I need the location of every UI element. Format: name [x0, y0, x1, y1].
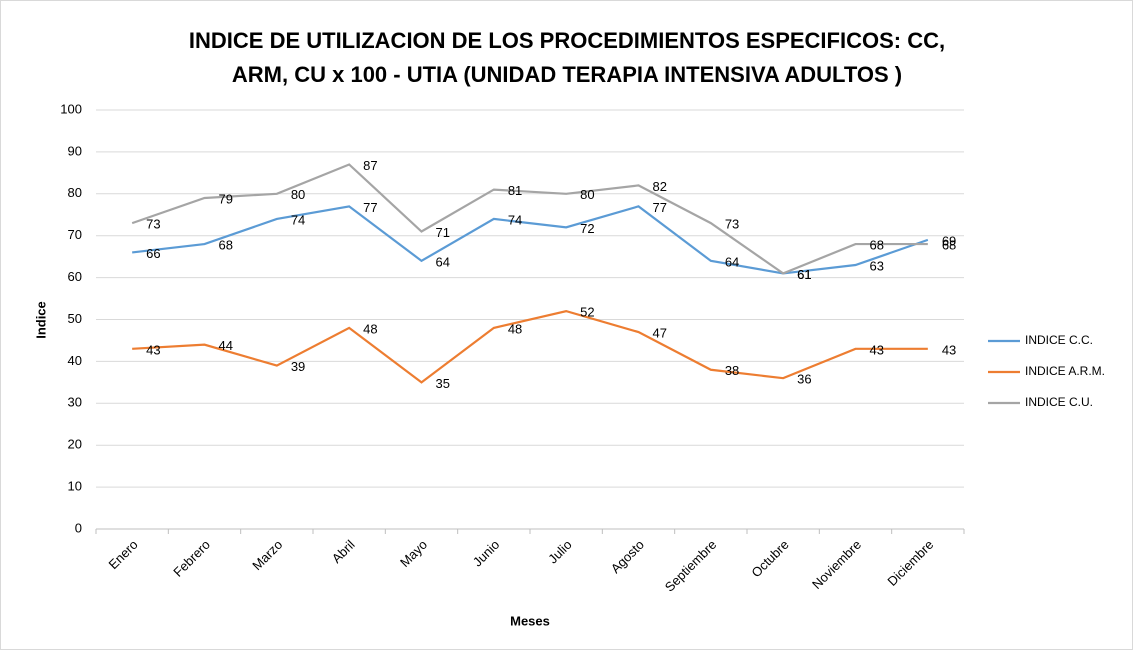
y-tick-label: 40: [68, 353, 82, 368]
data-label: 74: [291, 212, 305, 227]
y-tick-label: 0: [75, 520, 82, 535]
data-label: 48: [508, 321, 522, 336]
chart-title-line: ARM, CU x 100 - UTIA (UNIDAD TERAPIA INT…: [232, 62, 902, 87]
y-tick-label: 80: [68, 185, 82, 200]
y-tick-label: 20: [68, 437, 82, 452]
data-label: 35: [436, 376, 450, 391]
data-label: 61: [797, 267, 811, 282]
data-label: 81: [508, 183, 522, 198]
data-label: 82: [653, 179, 667, 194]
data-label: 77: [363, 200, 377, 215]
y-tick-label: 70: [68, 227, 82, 242]
data-label: 52: [580, 305, 594, 320]
y-tick-label: 50: [68, 311, 82, 326]
data-label: 39: [291, 359, 305, 374]
data-label: 68: [219, 238, 233, 253]
series-line: [132, 205, 929, 275]
data-label: 68: [870, 238, 884, 253]
chart-title-line: INDICE DE UTILIZACION DE LOS PROCEDIMIEN…: [189, 28, 945, 53]
data-label: 44: [219, 338, 233, 353]
y-tick-label: 60: [68, 269, 82, 284]
data-label: 79: [219, 191, 233, 206]
legend-label: INDICE C.C.: [1025, 333, 1093, 347]
data-label: 69: [942, 233, 956, 248]
x-axis-title: Meses: [510, 613, 550, 628]
y-tick-label: 10: [68, 479, 82, 494]
data-label: 61: [797, 267, 811, 282]
data-label: 77: [653, 200, 667, 215]
data-label: 63: [870, 258, 884, 273]
data-label: 47: [653, 326, 667, 341]
data-label: 64: [725, 254, 739, 269]
data-label: 73: [725, 217, 739, 232]
data-label: 80: [580, 187, 594, 202]
series-line: [131, 163, 928, 275]
legend-label: INDICE C.U.: [1025, 395, 1093, 409]
data-label: 68: [942, 238, 956, 253]
data-label: 43: [870, 342, 884, 357]
data-label: 73: [146, 217, 160, 232]
data-label: 74: [508, 212, 522, 227]
data-label: 48: [363, 321, 377, 336]
y-axis-title: Indice: [33, 301, 48, 339]
data-label: 64: [436, 254, 450, 269]
y-tick-label: 90: [68, 143, 82, 158]
data-label: 71: [436, 225, 450, 240]
legend-label: INDICE A.R.M.: [1025, 364, 1105, 378]
data-label: 87: [363, 158, 377, 173]
data-label: 80: [291, 187, 305, 202]
y-tick-label: 30: [68, 395, 82, 410]
data-label: 72: [580, 221, 594, 236]
data-label: 66: [146, 246, 160, 261]
series-line: [132, 309, 928, 384]
data-label: 38: [725, 363, 739, 378]
data-label: 36: [797, 372, 811, 387]
y-tick-label: 100: [60, 101, 82, 116]
data-label: 43: [146, 342, 160, 357]
data-label: 43: [942, 342, 956, 357]
